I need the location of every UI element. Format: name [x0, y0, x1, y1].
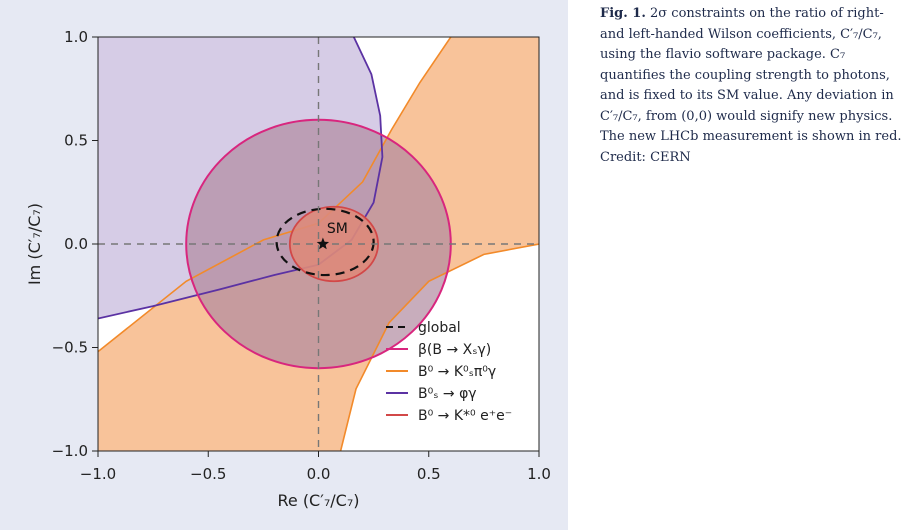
x-tick-label: 1.0 [527, 465, 551, 483]
sm-star-marker [316, 237, 330, 250]
y-axis-title: Im (C′₇/C₇) [25, 203, 44, 285]
y-tick-label: −0.5 [52, 339, 88, 357]
x-axis-title: Re (C′₇/C₇) [277, 491, 359, 510]
legend-label-b-k: B⁰ → K⁰ₛπ⁰γ [418, 364, 496, 380]
x-tick-label: −0.5 [190, 465, 226, 483]
y-tick-label: 0.0 [64, 235, 88, 253]
caption-lead: Fig. 1. [600, 6, 646, 21]
orange-lower-boundary [339, 243, 539, 451]
y-tick-label: 1.0 [64, 28, 88, 46]
legend-label-global: global [418, 320, 461, 336]
constraint-plot: SM −1.0 −0.5 0.0 0.5 1.0 1.0 0.5 0.0 −0.5 −1.0 gl… [25, 28, 551, 510]
x-tick-label: −1.0 [80, 465, 116, 483]
caption-body: 2σ constraints on the ratio of right- an… [600, 6, 902, 165]
legend-label-b-x: β(B → Xₛγ) [418, 342, 491, 358]
sm-label: SM [327, 221, 348, 237]
x-tick-label: 0.5 [417, 465, 441, 483]
y-tick-label: −1.0 [52, 442, 88, 460]
legend-label-b: B⁰ₛ → φγ [418, 386, 477, 402]
x-tick-label: 0.0 [307, 465, 331, 483]
orange-upper-boundary [98, 37, 452, 353]
y-tick-label: 0.5 [64, 132, 88, 150]
figure-caption: Fig. 1. 2σ constraints on the ratio of r… [600, 4, 908, 168]
legend-label-b-k-e-e: B⁰ → K*⁰ e⁺e⁻ [418, 408, 512, 424]
region-b-k-excluded [340, 244, 539, 451]
region-global-ellipse [275, 207, 375, 277]
